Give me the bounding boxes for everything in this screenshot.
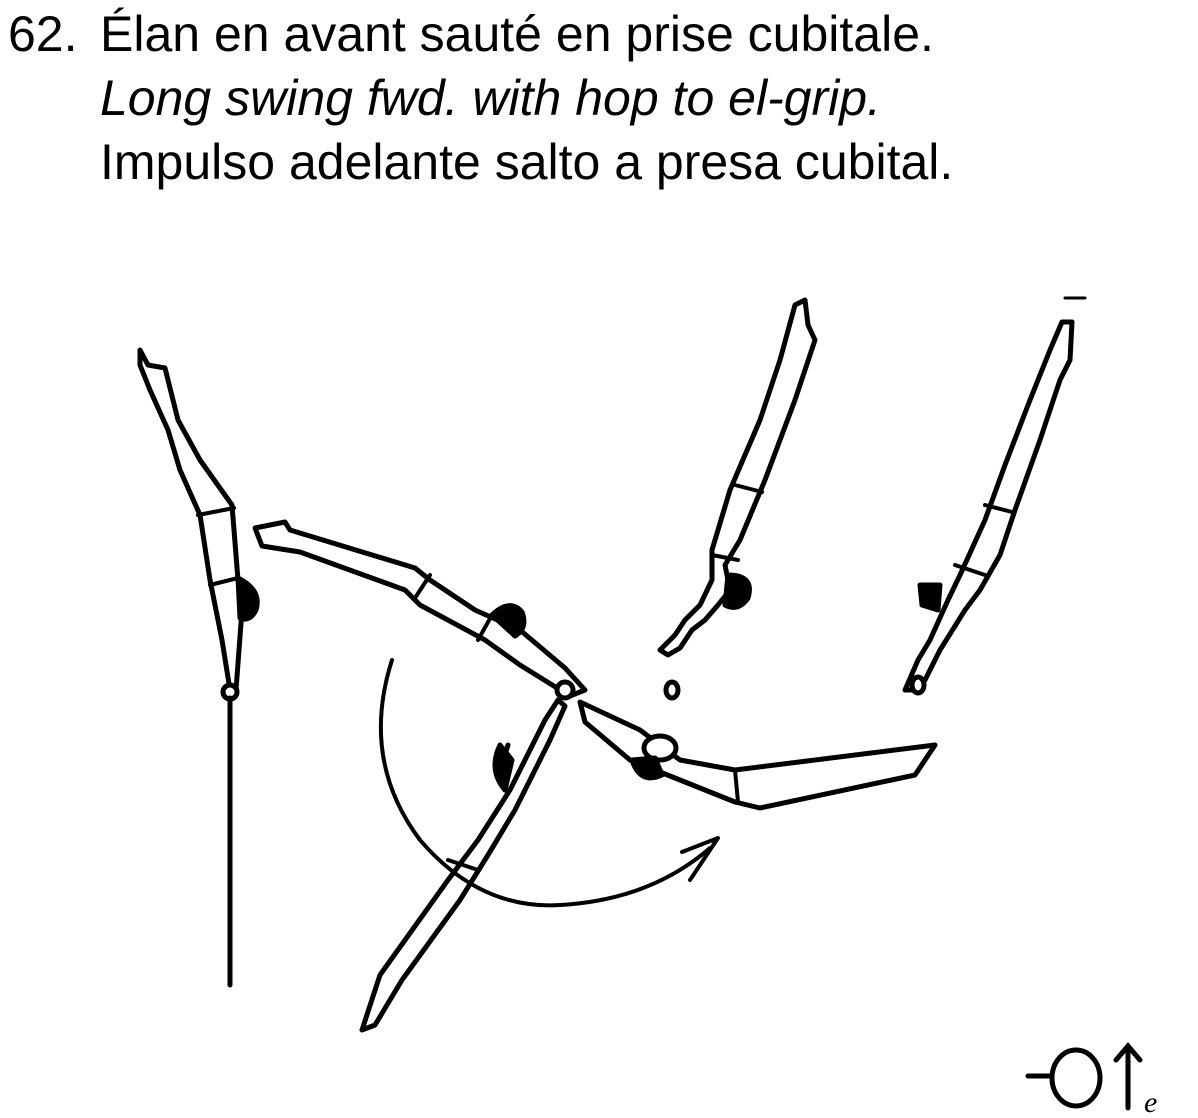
element-number: 62. <box>8 6 78 62</box>
gymnast-figure-regrasp <box>902 296 1087 696</box>
notation-subscript: e <box>1144 1086 1157 1115</box>
horizontal-bar-icon <box>554 679 576 701</box>
element-notation-symbol: e <box>1025 1042 1157 1115</box>
gymnast-figure-hang <box>137 347 260 988</box>
element-caption: 62. Élan en avant sauté en prise cubitale… <box>8 2 953 194</box>
gymnast-figure-release <box>657 297 818 701</box>
title-english: Long swing fwd. with hop to el-grip. <box>100 70 881 126</box>
gymnast-figure-downward <box>359 697 568 1033</box>
rotation-arrow-icon <box>378 658 720 908</box>
gymnast-figure-swing-right <box>577 699 938 811</box>
title-spanish: Impulso adelante salto a presa cubital. <box>100 134 954 190</box>
title-french: Élan en avant sauté en prise cubitale. <box>100 6 934 62</box>
gymnast-figure-swing-left <box>252 519 588 699</box>
